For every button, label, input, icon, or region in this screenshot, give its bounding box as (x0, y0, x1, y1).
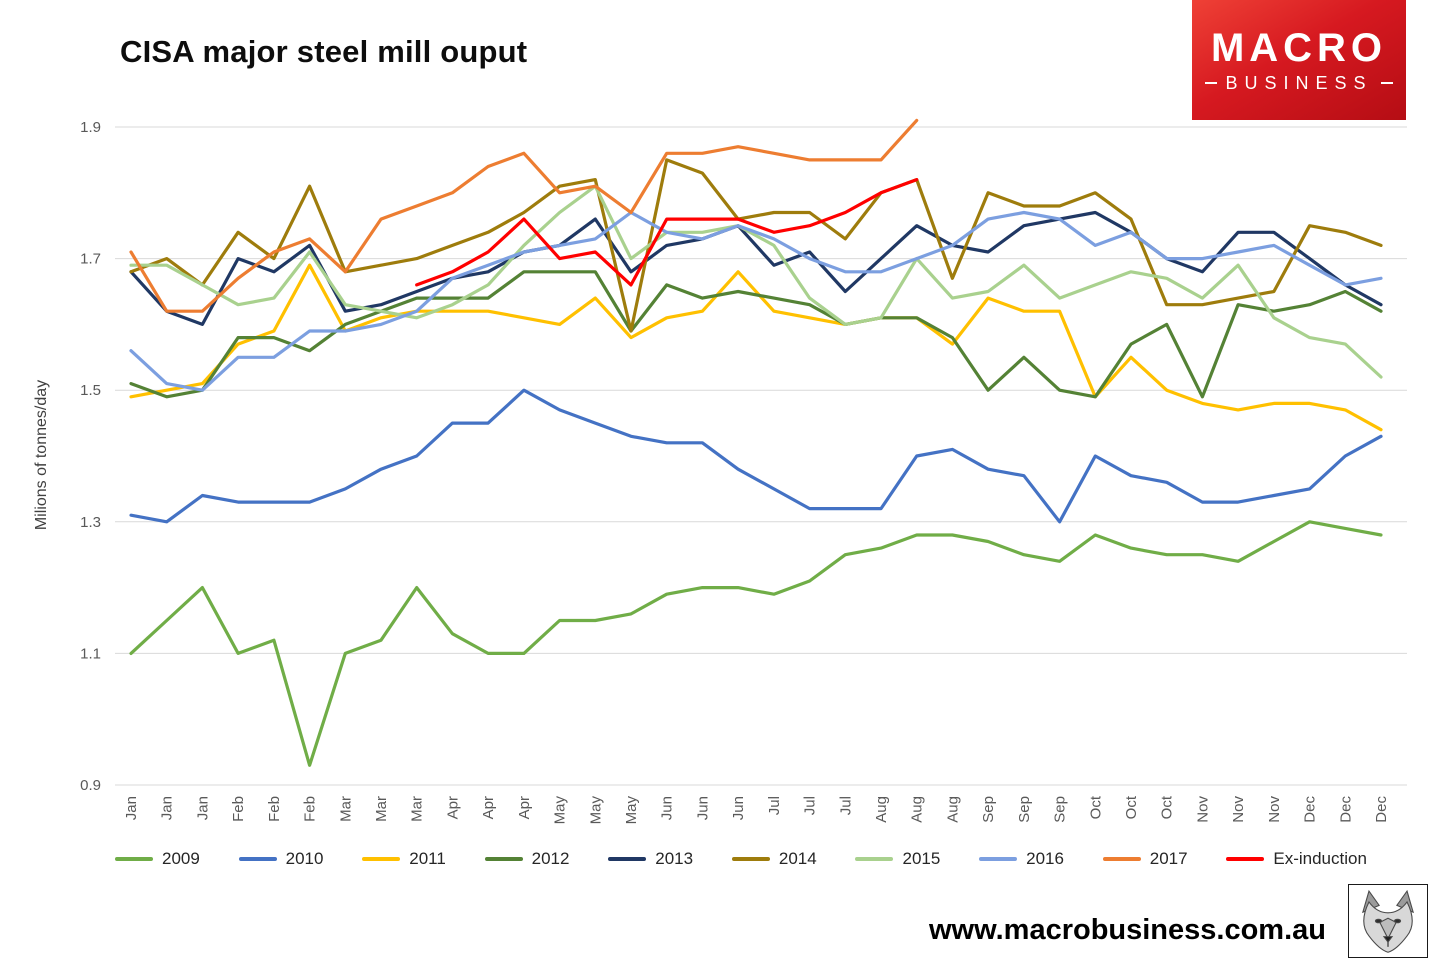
legend-item-2014: 2014 (731, 849, 817, 869)
x-axis-label: Apr (480, 796, 497, 819)
series-line-2012 (129, 270, 1383, 399)
x-axis-label: Oct (1087, 795, 1104, 819)
logo-business-text: BUSINESS (1225, 73, 1373, 93)
legend-label: 2009 (162, 849, 200, 868)
legend-swatch (855, 857, 894, 861)
legend-item-2016: 2016 (979, 849, 1064, 869)
macrobusiness-logo: MACRO BUSINESS (1192, 0, 1406, 120)
x-axis-label: Nov (1266, 796, 1283, 823)
x-axis-label: Dec (1337, 796, 1354, 823)
y-axis-title: Milions of tonnes/day (33, 380, 50, 530)
x-axis-label: Sep (1052, 796, 1069, 823)
x-axis-label: Oct (1159, 795, 1176, 819)
y-axis-tick-label: 1.5 (80, 382, 101, 399)
legend-item-2010: 2010 (238, 849, 324, 869)
legend-label: 2015 (902, 849, 941, 868)
x-axis-label: Aug (909, 796, 926, 823)
y-axis-tick-label: 1.1 (80, 645, 101, 662)
x-axis-label: Aug (944, 796, 961, 823)
legend-swatch (1102, 857, 1141, 861)
wolf-icon (1362, 889, 1414, 953)
legend-swatch (484, 857, 523, 861)
page-title: CISA major steel mill ouput (120, 34, 528, 69)
x-axis-label: May (552, 796, 569, 825)
x-axis-label: Jul (766, 796, 783, 815)
legend-item-ex-induction: Ex-induction (1226, 849, 1367, 869)
x-axis-label: Mar (337, 796, 354, 822)
x-axis-label: May (623, 796, 640, 825)
logo-business-row: BUSINESS (1205, 74, 1392, 92)
x-axis-label: Sep (980, 796, 997, 823)
legend-item-2011: 2011 (362, 849, 446, 869)
y-axis-tick-label: 1.7 (80, 251, 101, 268)
series-line-ex-induction (415, 178, 919, 287)
legend-swatch (238, 857, 277, 861)
series-line-2017 (129, 118, 919, 313)
legend-swatch (362, 857, 401, 861)
x-axis-label: Oct (1123, 795, 1140, 819)
x-axis-label: Aug (873, 796, 890, 823)
series-line-2015 (129, 184, 1383, 379)
x-axis-label: Mar (409, 796, 426, 822)
x-axis-label: Jun (659, 796, 676, 820)
series-line-2011 (129, 263, 1383, 432)
x-axis-label: Jan (123, 796, 140, 820)
legend-label: 2016 (1026, 849, 1064, 868)
legend-item-2013: 2013 (608, 849, 693, 869)
series-line-2016 (129, 210, 1383, 392)
x-axis-label: May (587, 796, 604, 825)
legend-item-2017: 2017 (1102, 849, 1188, 869)
legend-label: 2011 (409, 849, 446, 868)
legend-swatch (1226, 857, 1265, 861)
x-axis-label: Apr (444, 796, 461, 819)
wolf-logo (1348, 884, 1428, 958)
legend-label: 2013 (655, 849, 694, 868)
x-axis-label: Nov (1230, 796, 1247, 823)
legend-label: 2017 (1149, 849, 1188, 868)
legend-swatch (979, 857, 1018, 861)
y-axis-tick-label: 1.3 (80, 514, 101, 531)
x-axis-label: Nov (1194, 796, 1211, 823)
x-axis-label: Jun (730, 796, 747, 820)
legend-swatch (115, 857, 153, 861)
y-axis-tick-label: 0.9 (80, 777, 101, 794)
legend-item-2012: 2012 (484, 849, 570, 869)
logo-macro-text: MACRO (1210, 26, 1388, 70)
legend-item-2009: 2009 (115, 849, 200, 869)
y-axis-tick-label: 1.9 (80, 119, 101, 136)
legend-label: 2014 (778, 849, 817, 868)
legend-item-2015: 2015 (855, 849, 940, 869)
x-axis-label: Jun (694, 796, 711, 820)
x-axis-label: Jan (159, 796, 176, 820)
x-axis-label: Apr (516, 796, 533, 819)
x-axis-label: Jul (802, 796, 819, 815)
legend-label: 2012 (531, 849, 570, 868)
series-line-2009 (129, 520, 1383, 767)
x-axis-label: Dec (1302, 796, 1319, 823)
x-axis-label: Feb (266, 796, 283, 822)
website-url: www.macrobusiness.com.au (929, 914, 1326, 946)
legend-swatch (608, 857, 647, 861)
x-axis-label: Sep (1016, 796, 1033, 823)
x-axis-label: Dec (1373, 796, 1390, 823)
legend-label: 2010 (285, 849, 324, 868)
chart-legend: 2009 2010 2011 2012 2013 2014 2015 2016 2017 Ex-i… (115, 846, 1367, 872)
series-line-2013 (129, 210, 1383, 326)
x-axis-label: Feb (230, 796, 247, 822)
x-axis-label: Jan (194, 796, 211, 820)
legend-swatch (731, 857, 770, 861)
series-line-2014 (129, 158, 1383, 333)
x-axis-label: Jul (837, 796, 854, 815)
legend-label: Ex-induction (1273, 849, 1367, 868)
series-line-2010 (129, 388, 1383, 524)
x-axis-label: Mar (373, 796, 390, 822)
x-axis-label: Feb (302, 796, 319, 822)
